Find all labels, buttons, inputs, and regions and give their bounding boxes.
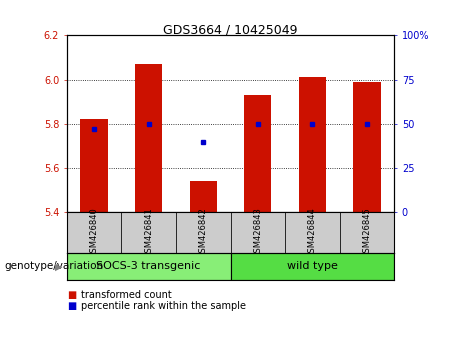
- Text: ▶: ▶: [55, 261, 62, 272]
- Text: transformed count: transformed count: [81, 290, 171, 300]
- Bar: [135, 64, 162, 212]
- Bar: [67, 253, 230, 280]
- Bar: [244, 95, 272, 212]
- Bar: [353, 82, 380, 212]
- Text: SOCS-3 transgenic: SOCS-3 transgenic: [96, 261, 201, 272]
- Text: ■: ■: [67, 301, 76, 311]
- Text: GSM426842: GSM426842: [199, 207, 208, 258]
- Bar: [121, 212, 176, 253]
- Text: GSM426841: GSM426841: [144, 207, 153, 258]
- Bar: [285, 212, 340, 253]
- Text: genotype/variation: genotype/variation: [5, 261, 104, 272]
- Text: GSM426840: GSM426840: [89, 207, 99, 258]
- Bar: [176, 212, 230, 253]
- Bar: [340, 212, 394, 253]
- Text: ■: ■: [67, 290, 76, 300]
- Bar: [189, 182, 217, 212]
- Bar: [299, 78, 326, 212]
- Text: GSM426845: GSM426845: [362, 207, 372, 258]
- Text: GSM426843: GSM426843: [253, 207, 262, 258]
- Text: wild type: wild type: [287, 261, 338, 272]
- Bar: [81, 120, 108, 212]
- Bar: [230, 212, 285, 253]
- Bar: [67, 212, 121, 253]
- Text: percentile rank within the sample: percentile rank within the sample: [81, 301, 246, 311]
- Text: GDS3664 / 10425049: GDS3664 / 10425049: [163, 23, 298, 36]
- Bar: [230, 253, 394, 280]
- Text: GSM426844: GSM426844: [308, 207, 317, 258]
